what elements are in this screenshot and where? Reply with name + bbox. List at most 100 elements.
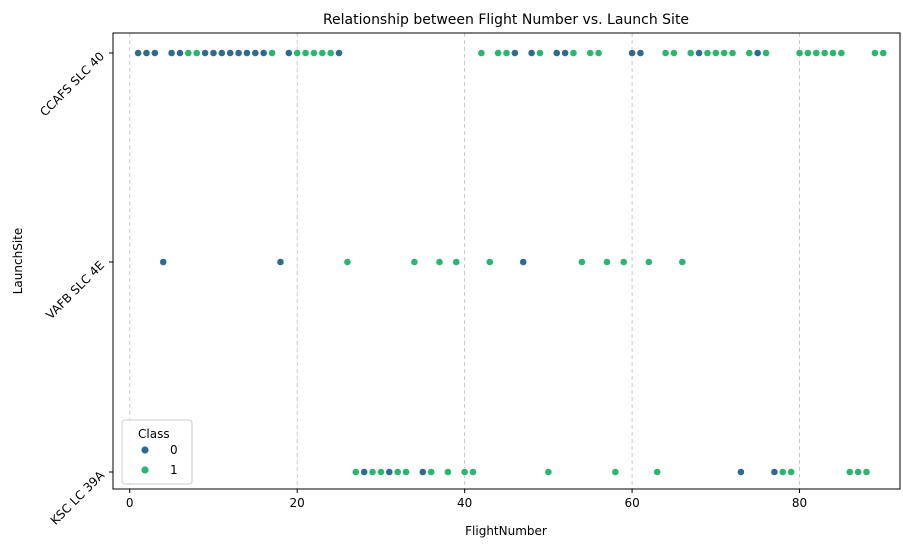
data-point-class-0 <box>385 468 394 476</box>
data-point-class-1 <box>862 468 871 476</box>
data-point-class-1 <box>502 49 511 57</box>
x-axis-label: FlightNumber <box>465 524 547 538</box>
data-point-class-1 <box>611 468 620 476</box>
data-point-class-1 <box>829 49 837 57</box>
data-point-class-1 <box>293 49 302 57</box>
data-point-class-0 <box>142 49 151 57</box>
data-point-class-1 <box>778 468 787 476</box>
data-point-class-1 <box>804 49 812 57</box>
legend-marker <box>141 466 149 474</box>
data-point-class-0 <box>159 258 168 266</box>
data-point-class-0 <box>527 49 536 57</box>
data-point-class-1 <box>653 468 662 476</box>
data-point-class-1 <box>820 49 829 57</box>
data-point-class-1 <box>619 258 628 266</box>
data-point-class-1 <box>745 49 754 57</box>
data-point-class-1 <box>845 468 854 476</box>
data-point-class-0 <box>695 49 703 57</box>
data-point-class-0 <box>234 49 243 57</box>
plot-frame <box>112 32 901 490</box>
data-point-class-0 <box>628 49 636 57</box>
legend-entry-label: 1 <box>170 463 178 477</box>
data-point-class-0 <box>251 49 260 57</box>
data-point-class-1 <box>427 468 436 476</box>
data-point-class-1 <box>854 468 863 476</box>
data-point-class-0 <box>201 49 209 57</box>
data-point-class-1 <box>184 49 193 57</box>
data-point-class-1 <box>837 49 846 57</box>
data-point-class-0 <box>209 49 218 57</box>
data-point-class-0 <box>217 49 226 57</box>
data-point-class-1 <box>762 49 770 57</box>
data-point-class-0 <box>770 468 779 476</box>
y-axis-label: LaunchSite <box>11 228 25 295</box>
data-point-class-1 <box>678 258 687 266</box>
data-point-class-1 <box>536 49 544 57</box>
data-point-class-1 <box>435 258 444 266</box>
data-point-class-1 <box>686 49 695 57</box>
data-point-class-1 <box>586 49 595 57</box>
data-point-class-1 <box>402 468 410 476</box>
data-points <box>134 49 888 476</box>
data-point-class-1 <box>711 49 720 57</box>
data-point-class-1 <box>301 49 310 57</box>
data-point-class-0 <box>360 468 369 476</box>
data-point-class-0 <box>561 49 570 57</box>
data-point-class-0 <box>150 49 159 57</box>
data-point-class-1 <box>368 468 377 476</box>
data-point-class-0 <box>335 49 343 57</box>
data-point-class-1 <box>452 258 461 266</box>
data-point-class-0 <box>519 258 528 266</box>
data-point-class-0 <box>134 49 143 57</box>
data-point-class-1 <box>644 258 653 266</box>
data-point-class-1 <box>351 468 360 476</box>
data-point-class-1 <box>728 49 737 57</box>
data-point-class-1 <box>703 49 712 57</box>
data-point-class-1 <box>603 258 611 266</box>
data-point-class-0 <box>176 49 184 57</box>
data-point-class-0 <box>753 49 762 57</box>
data-point-class-0 <box>167 49 176 57</box>
data-point-class-1 <box>477 49 486 57</box>
data-point-class-1 <box>569 49 578 57</box>
data-point-class-1 <box>494 49 503 57</box>
data-point-class-0 <box>552 49 561 57</box>
x-axis-ticks: 0 20 40 60 80 <box>126 489 807 510</box>
x-tick-label: 0 <box>126 496 134 510</box>
legend-box <box>121 419 193 485</box>
data-point-class-1 <box>460 468 469 476</box>
data-point-class-1 <box>318 49 327 57</box>
data-point-class-0 <box>510 49 519 57</box>
data-point-class-0 <box>226 49 235 57</box>
data-point-class-1 <box>720 49 729 57</box>
data-point-class-1 <box>787 468 796 476</box>
grid-lines <box>129 33 800 489</box>
data-point-class-1 <box>879 49 888 57</box>
legend-entry-label: 0 <box>170 443 178 457</box>
data-point-class-1 <box>443 468 452 476</box>
data-point-class-1 <box>326 49 335 57</box>
data-point-class-1 <box>410 258 419 266</box>
x-tick-label: 20 <box>290 496 305 510</box>
data-point-class-1 <box>393 468 402 476</box>
legend-marker <box>141 446 149 454</box>
data-point-class-0 <box>243 49 251 57</box>
data-point-class-1 <box>812 49 821 57</box>
data-point-class-1 <box>544 468 553 476</box>
chart-title: Relationship between Flight Number vs. L… <box>323 12 689 28</box>
data-point-class-0 <box>636 49 645 57</box>
data-point-class-1 <box>377 468 385 476</box>
x-tick-label: 40 <box>457 496 472 510</box>
data-point-class-1 <box>594 49 603 57</box>
x-tick-label: 60 <box>624 496 639 510</box>
data-point-class-1 <box>192 49 201 57</box>
data-point-class-1 <box>343 258 352 266</box>
data-point-class-1 <box>795 49 804 57</box>
data-point-class-1 <box>469 468 477 476</box>
x-tick-label: 80 <box>792 496 807 510</box>
data-point-class-1 <box>268 49 276 57</box>
data-point-class-0 <box>737 468 745 476</box>
data-point-class-0 <box>284 49 293 57</box>
